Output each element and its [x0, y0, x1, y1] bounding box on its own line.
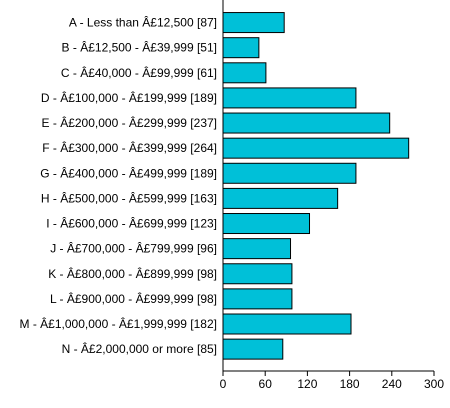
x-tick-label: 180 [340, 377, 360, 391]
bar [222, 187, 339, 209]
category-label: C - Â£40,000 - Â£99,999 [61] [61, 65, 217, 80]
bar [222, 62, 267, 84]
x-tick-label: 300 [424, 377, 444, 391]
bar [222, 263, 293, 285]
x-tick-label: 0 [220, 377, 227, 391]
x-tick-label: 120 [297, 377, 317, 391]
category-label: D - Â£100,000 - Â£199,999 [189] [41, 90, 217, 105]
category-label: E - Â£200,000 - Â£299,999 [237] [42, 115, 217, 130]
bar [222, 238, 292, 260]
category-label: G - Â£400,000 - Â£499,999 [189] [40, 165, 217, 180]
category-label: H - Â£500,000 - Â£599,999 [163] [41, 190, 217, 205]
bar [222, 213, 311, 235]
bar [222, 162, 357, 184]
bar [222, 112, 391, 134]
bar [222, 338, 284, 360]
category-label: I - Â£600,000 - Â£699,999 [123] [46, 216, 217, 231]
category-label: N - Â£2,000,000 or more [85] [62, 341, 217, 356]
bar [222, 313, 352, 335]
x-tick-label: 60 [259, 377, 273, 391]
category-label: M - Â£1,000,000 - Â£1,999,999 [182] [20, 316, 217, 331]
bar [222, 137, 410, 159]
category-label: J - Â£700,000 - Â£799,999 [96] [50, 241, 217, 256]
bar [222, 288, 293, 310]
x-axis-ticks: 0 60 120 180 240 300 [220, 371, 444, 391]
bars-group [222, 12, 410, 360]
category-label: K - Â£800,000 - Â£899,999 [98] [48, 266, 217, 281]
category-label: L - Â£900,000 - Â£999,999 [98] [50, 291, 217, 306]
category-label: A - Less than Â£12,500 [87] [69, 15, 217, 30]
bar [222, 37, 260, 59]
bar [222, 87, 357, 109]
category-labels: A - Less than Â£12,500 [87] B - Â£12,500 … [20, 15, 217, 357]
x-tick-label: 240 [382, 377, 402, 391]
category-label: B - Â£12,500 - Â£39,999 [51] [62, 40, 217, 55]
bar [222, 12, 285, 34]
category-label: F - Â£300,000 - Â£399,999 [264] [42, 140, 217, 155]
